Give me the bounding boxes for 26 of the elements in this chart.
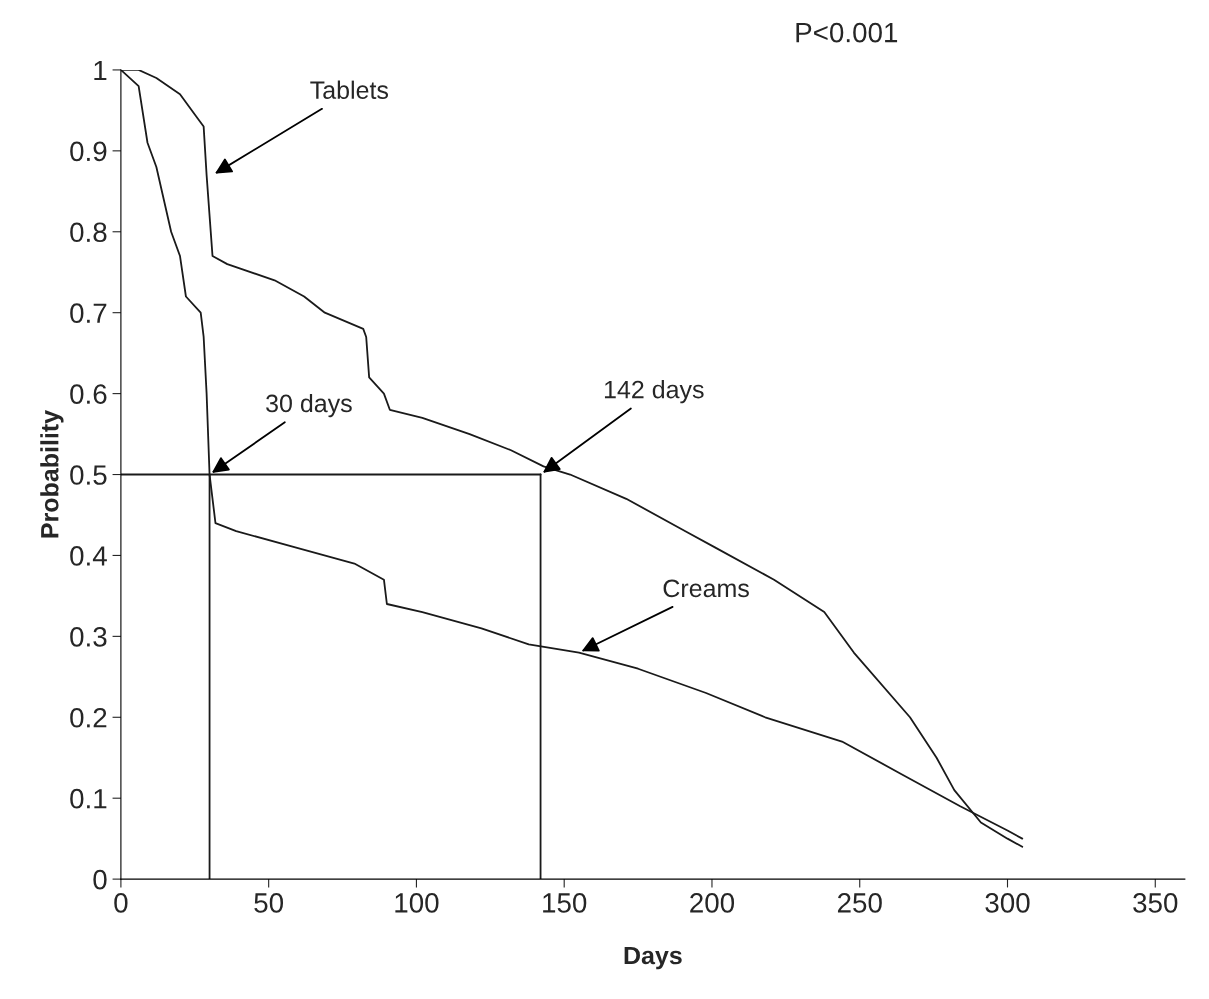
annotation: Creams (663, 579, 749, 598)
y-tick-label: 0.8 (70, 222, 107, 243)
y-tick-label: 0.6 (70, 384, 107, 404)
y-tick-label: 0.9 (70, 141, 107, 162)
annotation: 30 days (266, 393, 352, 418)
text: P<0.001 (796, 22, 898, 43)
x-tick-label: 350 (1133, 893, 1178, 913)
x-tick-label: 150 (543, 893, 587, 913)
y-tick-label: 0.2 (70, 707, 107, 728)
annotation: 142 days (604, 380, 704, 404)
annotation: Tablets (310, 80, 389, 99)
y-tick-label: 0.4 (70, 546, 107, 566)
y-tick-label: 0.1 (70, 788, 107, 809)
x-tick-label: 250 (837, 893, 882, 913)
x-tick-label: 200 (690, 893, 735, 913)
x-tick-label: 100 (395, 893, 439, 913)
x-tick-label: 300 (985, 893, 1030, 913)
y-tick-label: 0.7 (70, 303, 107, 324)
x-tick-label: 0 (114, 893, 128, 913)
y-tick-label: 0.5 (70, 465, 107, 485)
y-tick-label: 0 (93, 869, 107, 890)
y-axis-title: Probability (40, 410, 64, 538)
y-tick-label: 0.3 (70, 627, 107, 647)
y-tick-label: 1 (94, 60, 107, 80)
x-axis-title: Days (624, 946, 682, 970)
x-tick-label: 50 (254, 893, 284, 913)
